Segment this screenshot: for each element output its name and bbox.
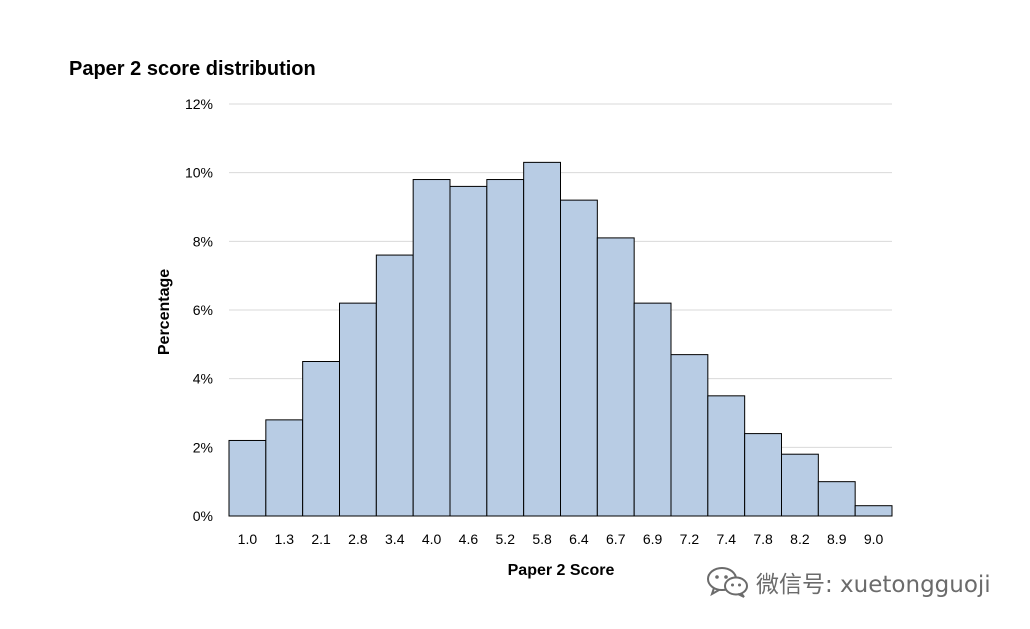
x-tick-label: 5.8 xyxy=(532,531,552,547)
bar xyxy=(781,453,819,517)
y-tick-labels: 0% 2% 4% 6% 8% 10% 12% xyxy=(185,96,213,524)
y-tick-label: 10% xyxy=(185,165,213,181)
bar xyxy=(817,481,856,517)
y-tick-label: 2% xyxy=(193,439,213,455)
bar xyxy=(854,505,893,517)
x-tick-label: 1.3 xyxy=(275,531,295,547)
y-tick-label: 8% xyxy=(193,233,213,249)
bar xyxy=(412,179,451,517)
bar xyxy=(707,395,746,517)
y-tick-label: 4% xyxy=(193,371,213,387)
x-tick-label: 2.8 xyxy=(348,531,368,547)
watermark: 微信号: xuetongguoji xyxy=(706,566,991,598)
y-tick-label: 6% xyxy=(193,302,213,318)
bar xyxy=(633,302,672,517)
x-tick-label: 6.7 xyxy=(606,531,626,547)
y-axis-label: Percentage xyxy=(156,269,173,355)
x-tick-label: 2.1 xyxy=(311,531,331,547)
x-tick-label: 6.9 xyxy=(643,531,663,547)
x-tick-label: 1.0 xyxy=(238,531,258,547)
x-tick-label: 6.4 xyxy=(569,531,589,547)
bar xyxy=(744,433,783,517)
x-axis-label: Paper 2 Score xyxy=(508,562,615,579)
x-tick-label: 8.2 xyxy=(790,531,810,547)
x-tick-label: 4.6 xyxy=(459,531,479,547)
bar xyxy=(596,237,635,517)
bar xyxy=(375,254,414,517)
watermark-text: 微信号: xuetongguoji xyxy=(756,572,991,598)
x-tick-label: 8.9 xyxy=(827,531,847,547)
bar xyxy=(265,419,304,517)
chart-title: Paper 2 score distribution xyxy=(69,58,316,80)
bar xyxy=(670,354,709,517)
x-tick-labels: 1.0 1.3 2.1 2.8 3.4 4.0 4.6 5.2 5.8 6.4 6.7 6.9 7.2 7… xyxy=(238,531,884,547)
y-tick-label: 0% xyxy=(193,508,213,524)
bar xyxy=(560,199,598,517)
x-tick-label: 9.0 xyxy=(864,531,884,547)
x-tick-label: 3.4 xyxy=(385,531,405,547)
wechat-icon xyxy=(706,566,750,598)
bar xyxy=(228,439,267,517)
bar xyxy=(486,179,525,517)
bar xyxy=(339,302,377,517)
x-tick-label: 4.0 xyxy=(422,531,442,547)
x-tick-label: 7.4 xyxy=(717,531,737,547)
bar xyxy=(302,361,340,517)
x-tick-label: 5.2 xyxy=(496,531,516,547)
bar xyxy=(449,185,488,517)
x-tick-label: 7.2 xyxy=(680,531,700,547)
x-tick-label: 7.8 xyxy=(753,531,773,547)
bars xyxy=(228,161,893,517)
y-tick-label: 12% xyxy=(185,96,213,112)
bar xyxy=(523,161,562,517)
